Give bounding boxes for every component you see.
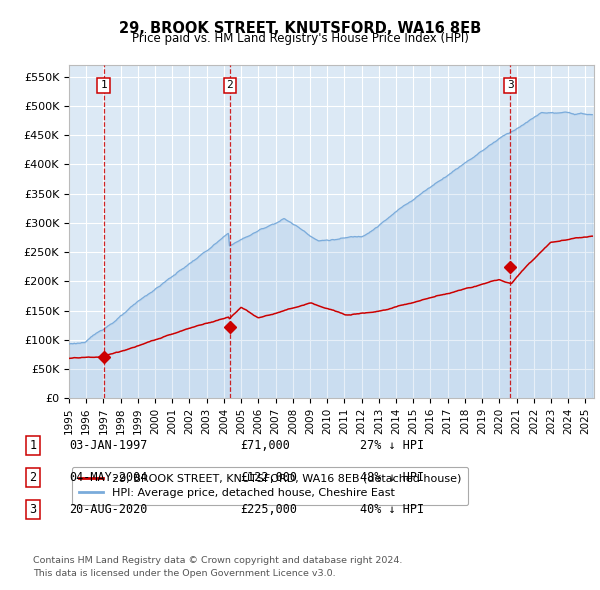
Text: £225,000: £225,000 (240, 503, 297, 516)
Text: 03-JAN-1997: 03-JAN-1997 (69, 439, 148, 452)
Text: 20-AUG-2020: 20-AUG-2020 (69, 503, 148, 516)
Text: 3: 3 (29, 503, 37, 516)
Text: 2: 2 (29, 471, 37, 484)
Text: 3: 3 (507, 80, 514, 90)
Text: This data is licensed under the Open Government Licence v3.0.: This data is licensed under the Open Gov… (33, 569, 335, 578)
Text: £122,000: £122,000 (240, 471, 297, 484)
Text: £71,000: £71,000 (240, 439, 290, 452)
Text: Contains HM Land Registry data © Crown copyright and database right 2024.: Contains HM Land Registry data © Crown c… (33, 556, 403, 565)
Text: 48% ↓ HPI: 48% ↓ HPI (360, 471, 424, 484)
Text: 29, BROOK STREET, KNUTSFORD, WA16 8EB: 29, BROOK STREET, KNUTSFORD, WA16 8EB (119, 21, 481, 35)
Text: 27% ↓ HPI: 27% ↓ HPI (360, 439, 424, 452)
Text: 1: 1 (100, 80, 107, 90)
Text: 04-MAY-2004: 04-MAY-2004 (69, 471, 148, 484)
Text: Price paid vs. HM Land Registry's House Price Index (HPI): Price paid vs. HM Land Registry's House … (131, 32, 469, 45)
Legend: 29, BROOK STREET, KNUTSFORD, WA16 8EB (detached house), HPI: Average price, deta: 29, BROOK STREET, KNUTSFORD, WA16 8EB (d… (72, 467, 468, 505)
Text: 2: 2 (227, 80, 233, 90)
Text: 1: 1 (29, 439, 37, 452)
Text: 40% ↓ HPI: 40% ↓ HPI (360, 503, 424, 516)
